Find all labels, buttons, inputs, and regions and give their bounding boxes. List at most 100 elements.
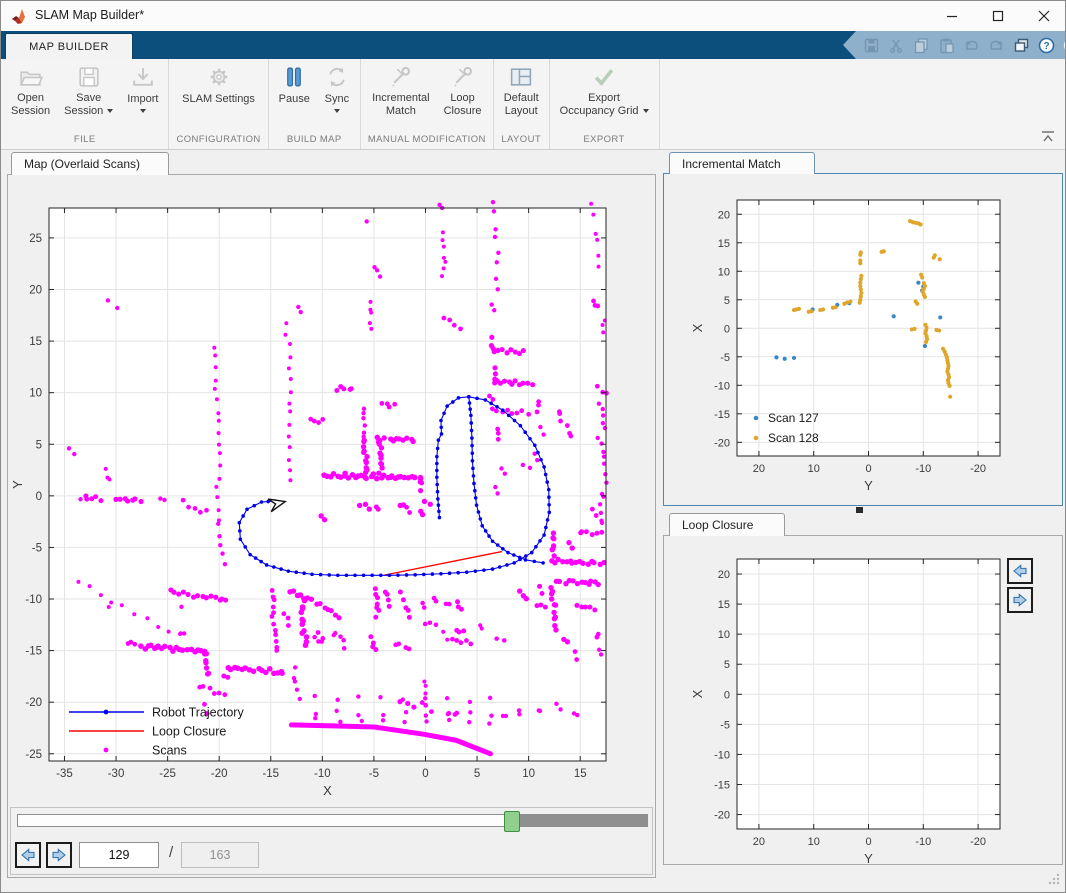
tick-label: 5 bbox=[474, 768, 480, 780]
tab-map-overlaid-scans[interactable]: Map (Overlaid Scans) bbox=[11, 152, 169, 175]
tick-label: -20 bbox=[970, 836, 986, 848]
tab-loop-closure[interactable]: Loop Closure bbox=[669, 513, 785, 536]
scan-navigation-controls: 129 / 163 bbox=[10, 807, 653, 875]
scan-slider-thumb[interactable] bbox=[504, 811, 520, 832]
button-label: Import bbox=[127, 93, 158, 106]
save-icon[interactable] bbox=[863, 37, 880, 54]
title-bar: SLAM Map Builder* bbox=[1, 1, 1066, 32]
close-icon bbox=[1038, 10, 1050, 22]
maximize-button[interactable] bbox=[975, 1, 1021, 31]
pause-button[interactable]: Pause bbox=[272, 59, 317, 106]
button-label: Occupancy Grid bbox=[560, 105, 649, 118]
slam-map-builder-window: SLAM Map Builder* MAP BUILDER ? OpenSess… bbox=[0, 0, 1066, 893]
undo-icon[interactable] bbox=[963, 37, 980, 54]
button-label: Closure bbox=[444, 105, 482, 118]
next-scan-button[interactable] bbox=[46, 842, 72, 868]
tick-label: -10 bbox=[714, 380, 730, 392]
scan-slider-remaining[interactable] bbox=[518, 814, 648, 827]
tick-label: -15 bbox=[714, 409, 730, 421]
tick-label: 0 bbox=[36, 491, 42, 503]
tick-label: X bbox=[690, 323, 705, 332]
tick-label: -25 bbox=[159, 768, 176, 780]
tick-label: 25 bbox=[29, 233, 42, 245]
current-scan-input[interactable]: 129 bbox=[79, 842, 159, 868]
import-button[interactable]: Import bbox=[120, 59, 165, 113]
tick-label: -20 bbox=[25, 697, 42, 709]
save-icon bbox=[76, 64, 102, 90]
tick-label: 20 bbox=[753, 836, 765, 848]
edit-loop-icon bbox=[450, 64, 476, 90]
scan-separator: / bbox=[169, 844, 173, 861]
tick-label: 10 bbox=[718, 266, 730, 278]
section-label: EXPORT bbox=[553, 133, 656, 149]
tick-label: Scan 128 bbox=[768, 431, 819, 445]
maximize-icon bbox=[992, 10, 1004, 22]
minimize-icon bbox=[946, 10, 958, 22]
svg-text:?: ? bbox=[1043, 41, 1049, 52]
tick-label: -5 bbox=[720, 352, 730, 364]
tick-label: -35 bbox=[56, 768, 73, 780]
next-loop-closure-button[interactable] bbox=[1007, 587, 1033, 613]
incremental-match-button[interactable]: IncrementalMatch bbox=[365, 59, 436, 118]
slam-settings-button[interactable]: SLAM Settings bbox=[175, 59, 262, 106]
save-session-button[interactable]: SaveSession bbox=[57, 59, 120, 118]
button-label: Default bbox=[504, 92, 539, 105]
tick-label: -20 bbox=[714, 810, 730, 822]
windows-icon[interactable] bbox=[1013, 37, 1030, 54]
button-label: Layout bbox=[505, 105, 538, 118]
open-session-button[interactable]: OpenSession bbox=[4, 59, 57, 118]
tick-label: Y bbox=[864, 478, 873, 493]
previous-scan-button[interactable] bbox=[15, 842, 41, 868]
map-plot[interactable]: -35-30-25-20-15-10-5051015-25-20-15-10-5… bbox=[8, 175, 656, 807]
left-arrow-icon bbox=[19, 846, 37, 864]
ribbon-section-layout: DefaultLayoutLAYOUT bbox=[494, 59, 550, 149]
panel-splitter-handle[interactable] bbox=[856, 507, 863, 513]
default-layout-button[interactable]: DefaultLayout bbox=[497, 59, 546, 118]
help-icon[interactable]: ? bbox=[1038, 37, 1055, 54]
matlab-logo-icon bbox=[11, 7, 29, 25]
button-label: Pause bbox=[279, 93, 310, 106]
dropdown-arrow-icon bbox=[643, 109, 649, 113]
tab-incremental-match[interactable]: Incremental Match bbox=[669, 152, 815, 174]
collapse-toolstrip-icon[interactable] bbox=[1039, 129, 1057, 145]
incremental-match-plot[interactable]: 20100-10-20-20-15-10-505101520YXScan 127… bbox=[664, 174, 1062, 505]
section-label: MANUAL MODIFICATION bbox=[364, 133, 490, 149]
tick-label: -5 bbox=[720, 719, 730, 731]
close-button[interactable] bbox=[1021, 1, 1066, 31]
paste-icon[interactable] bbox=[938, 37, 955, 54]
tick-label: 10 bbox=[808, 463, 820, 475]
export-occupancy-grid-button[interactable]: ExportOccupancy Grid bbox=[553, 59, 656, 118]
minimize-button[interactable] bbox=[929, 1, 975, 31]
tab-map-builder[interactable]: MAP BUILDER bbox=[5, 33, 133, 60]
tick-label: -5 bbox=[369, 768, 379, 780]
button-label: Open bbox=[17, 92, 44, 105]
tick-label: 0 bbox=[724, 689, 730, 701]
tick-label: Scans bbox=[152, 744, 187, 758]
tick-label: 20 bbox=[718, 209, 730, 221]
toolstrip-tab-row: MAP BUILDER ? bbox=[1, 31, 1066, 59]
cut-icon[interactable] bbox=[888, 37, 905, 54]
redo-icon[interactable] bbox=[988, 37, 1005, 54]
check-icon bbox=[591, 64, 617, 90]
tick-label: 20 bbox=[29, 285, 42, 297]
copy-icon[interactable] bbox=[913, 37, 930, 54]
tick-label: 15 bbox=[718, 599, 730, 611]
sync-button[interactable]: Sync bbox=[317, 59, 357, 113]
tick-label: 10 bbox=[29, 388, 42, 400]
ribbon-section-manual-modification: IncrementalMatchLoopClosure MANUAL MODIFI… bbox=[361, 59, 494, 149]
tick-label: 5 bbox=[724, 659, 730, 671]
dropdown-arrow-icon bbox=[107, 109, 113, 113]
tick-label: 15 bbox=[718, 238, 730, 250]
edit-match-icon bbox=[388, 64, 414, 90]
tick-label: 0 bbox=[422, 768, 428, 780]
tick-label: Scan 127 bbox=[768, 411, 819, 425]
loop-closure-button[interactable]: LoopClosure bbox=[437, 59, 489, 118]
left-arrow-icon bbox=[1011, 562, 1029, 580]
previous-loop-closure-button[interactable] bbox=[1007, 558, 1033, 584]
tick-label: 15 bbox=[29, 336, 42, 348]
pause-icon bbox=[281, 64, 307, 90]
button-label: Save bbox=[76, 92, 101, 105]
tick-label: -15 bbox=[262, 768, 279, 780]
loop-closure-plot[interactable]: 20100-10-20-20-15-10-505101520YX bbox=[664, 536, 1062, 866]
resize-grip[interactable] bbox=[1047, 872, 1061, 886]
